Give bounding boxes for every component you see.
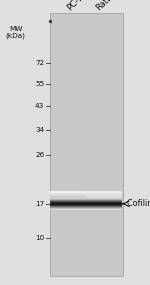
Text: 17: 17	[35, 201, 44, 207]
Bar	[50, 208, 86, 209]
Bar	[86, 193, 122, 194]
Bar	[50, 204, 86, 205]
Bar	[50, 199, 86, 200]
Bar	[86, 201, 122, 202]
Bar	[86, 199, 122, 200]
Bar	[86, 192, 122, 193]
Text: Cofilin 1: Cofilin 1	[127, 199, 150, 208]
Bar	[86, 207, 122, 208]
Bar	[86, 203, 122, 204]
Bar	[50, 207, 86, 208]
Bar	[86, 197, 122, 198]
Bar	[86, 208, 122, 209]
Bar	[50, 191, 86, 192]
Bar	[86, 202, 122, 203]
Bar	[50, 198, 86, 199]
Bar	[86, 196, 122, 197]
Bar	[50, 200, 86, 201]
Bar	[86, 198, 122, 199]
Bar	[50, 206, 86, 207]
Bar	[50, 192, 86, 193]
Bar	[50, 208, 86, 209]
Bar	[50, 197, 86, 198]
Text: 55: 55	[35, 81, 44, 87]
Bar	[86, 208, 122, 209]
Bar	[50, 13, 123, 276]
Bar	[86, 200, 122, 201]
Text: Rat2: Rat2	[94, 0, 114, 13]
Bar	[50, 196, 86, 197]
Bar	[86, 196, 122, 197]
Bar	[50, 195, 86, 196]
Text: 34: 34	[35, 127, 44, 133]
Bar	[50, 193, 86, 194]
Bar	[50, 203, 86, 204]
Bar	[86, 206, 122, 207]
Bar	[50, 198, 86, 199]
Bar	[86, 206, 122, 207]
Bar	[50, 205, 86, 206]
Bar	[50, 194, 86, 195]
Bar	[86, 194, 122, 195]
Bar	[50, 196, 86, 197]
Bar	[86, 196, 122, 197]
Bar	[86, 194, 122, 195]
Bar	[50, 206, 86, 207]
Bar	[50, 193, 86, 194]
Bar	[50, 202, 86, 203]
Bar	[50, 209, 86, 210]
Bar	[50, 201, 86, 202]
Bar	[86, 201, 122, 202]
Bar	[86, 204, 122, 205]
Text: PC-12: PC-12	[65, 0, 89, 13]
Bar	[86, 204, 122, 205]
Bar	[50, 197, 86, 198]
Bar	[86, 209, 122, 210]
Bar	[50, 197, 86, 198]
Bar	[50, 206, 86, 207]
Bar	[86, 202, 122, 203]
Bar	[50, 205, 86, 206]
Bar	[86, 205, 122, 206]
Bar	[86, 192, 122, 193]
Bar	[86, 197, 122, 198]
Bar	[50, 207, 86, 208]
Text: 43: 43	[35, 103, 44, 109]
Bar	[50, 202, 86, 203]
Bar	[50, 203, 86, 204]
Bar	[86, 197, 122, 198]
Bar	[86, 205, 122, 206]
Bar	[86, 200, 122, 201]
Bar	[86, 195, 122, 196]
Bar	[86, 198, 122, 199]
Bar	[50, 200, 86, 201]
Text: MW
(kDa): MW (kDa)	[6, 26, 26, 39]
Bar	[50, 193, 86, 194]
Text: 26: 26	[35, 152, 44, 158]
Bar	[86, 203, 122, 204]
Bar	[50, 201, 86, 202]
Text: 10: 10	[35, 235, 44, 241]
Bar	[50, 192, 86, 193]
Bar	[50, 204, 86, 205]
Text: 72: 72	[35, 60, 44, 66]
Bar	[86, 192, 122, 193]
Bar	[86, 207, 122, 208]
Bar	[50, 196, 86, 197]
Bar	[86, 193, 122, 194]
Bar	[86, 195, 122, 196]
Bar	[86, 193, 122, 194]
Bar	[50, 192, 86, 193]
Bar	[50, 194, 86, 195]
Bar	[50, 195, 86, 196]
Bar	[86, 206, 122, 207]
Bar	[86, 191, 122, 192]
